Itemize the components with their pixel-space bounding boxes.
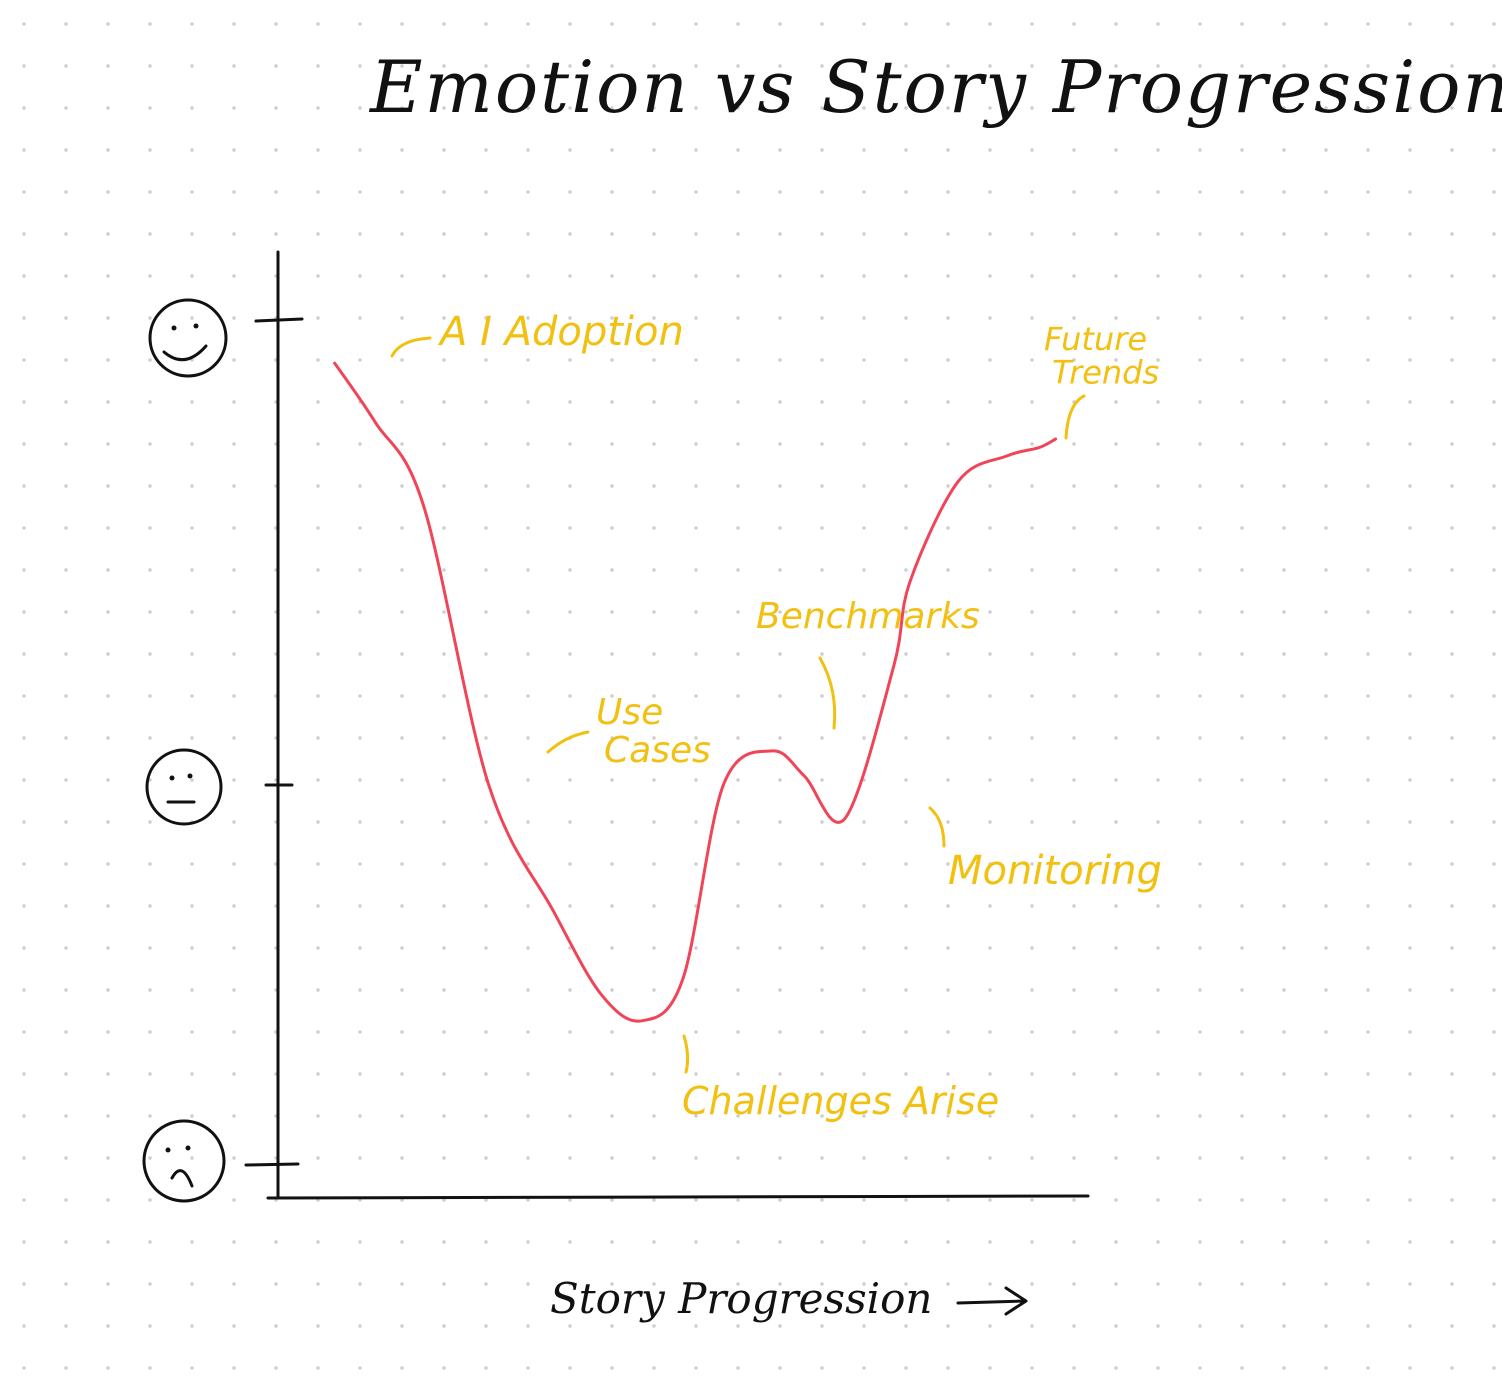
chart-title: Emotion vs Story Progression (368, 45, 1502, 129)
annotation-label: Future Trends (1044, 320, 1159, 392)
series-line-0 (333, 361, 1058, 1023)
neutral-face-icon (145, 748, 223, 826)
annotation-label: Challenges Arise (682, 1079, 999, 1123)
arrow-right-icon (956, 1286, 1028, 1316)
annotation-leader-line (546, 730, 590, 754)
annotation-label: A I Adoption (437, 309, 684, 355)
annotation-label: Benchmarks (756, 596, 980, 637)
annotation-label: Monitoring (948, 848, 1162, 894)
sad-face-icon (142, 1119, 226, 1203)
series-layer (333, 361, 1058, 1023)
annotation-leader-line (682, 1034, 690, 1074)
happy-face-icon (148, 298, 228, 378)
annotation-label: Use Cases (596, 692, 711, 771)
annotation-3: Benchmarks (756, 596, 980, 730)
axes (244, 250, 1090, 1200)
annotation-1: Use Cases (546, 692, 711, 771)
annotation-layer: A I Adoption Use Cases Challenges Arise Benc… (390, 309, 1162, 1123)
annotation-leader-line (928, 806, 946, 848)
x-axis (266, 1194, 1090, 1200)
annotation-leader-line (390, 336, 432, 358)
annotation-2: Challenges Arise (682, 1034, 999, 1123)
x-axis-label: Story Progression (550, 1274, 932, 1323)
annotation-leader-line (1064, 394, 1086, 440)
annotation-4: Monitoring (928, 806, 1162, 894)
annotation-5: Future Trends (1044, 320, 1159, 440)
annotation-0: A I Adoption (390, 309, 684, 358)
y-tick-sad (244, 1162, 300, 1167)
annotation-leader-line (818, 656, 837, 730)
y-tick-happy (254, 317, 304, 323)
